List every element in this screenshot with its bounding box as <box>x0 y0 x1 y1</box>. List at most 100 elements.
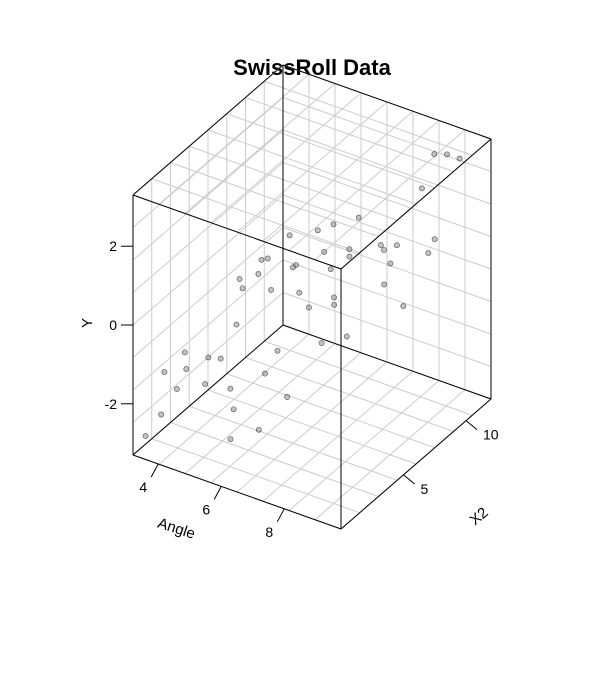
data-point <box>217 355 224 362</box>
data-point <box>431 151 438 158</box>
data-point <box>327 266 334 273</box>
z-axis-label: Y <box>79 318 96 328</box>
x-axis-tick <box>276 508 285 523</box>
data-point <box>377 242 384 249</box>
points-layer <box>142 151 463 443</box>
frame-back <box>132 65 492 456</box>
data-point <box>456 155 463 162</box>
data-point <box>381 281 388 288</box>
data-point <box>236 275 243 282</box>
data-point <box>305 304 312 311</box>
y-tick-label: 10 <box>483 427 499 443</box>
data-point <box>400 303 407 310</box>
grid-line-floor <box>245 357 454 432</box>
x-tick-label: 8 <box>265 524 273 540</box>
grid-line-wall <box>282 129 492 205</box>
data-point <box>255 271 262 277</box>
grid-line-wall <box>282 97 492 172</box>
grid-line-ceiling <box>288 120 440 251</box>
x-tick-label: 4 <box>139 479 147 495</box>
data-point <box>393 242 400 249</box>
grid-line-ceiling <box>207 129 417 205</box>
x-axis-label: Angle <box>156 515 198 543</box>
box-edge <box>132 454 342 530</box>
grid-line-ceiling <box>262 110 414 242</box>
frame-front <box>132 64 492 530</box>
data-point <box>346 246 353 253</box>
grid-line-ceiling <box>314 129 466 261</box>
ticks-layer: 4 6 8 5 10 -2 0 2 <box>105 238 499 540</box>
data-point <box>183 366 190 372</box>
data-point <box>321 248 328 255</box>
grid-line-floor <box>262 370 414 502</box>
grid-line-floor <box>226 373 435 449</box>
data-point <box>258 256 265 263</box>
box-edge <box>132 194 342 270</box>
data-point <box>239 285 246 292</box>
y-tick-label: 5 <box>421 481 429 497</box>
data-point <box>318 340 325 346</box>
data-point <box>387 260 394 267</box>
data-point <box>286 232 293 239</box>
data-point <box>173 386 180 393</box>
grid-line-wall <box>132 97 284 228</box>
data-point <box>274 347 281 354</box>
data-point <box>262 370 268 377</box>
grid-line-wall <box>132 129 284 261</box>
z-tick-label: 0 <box>109 317 117 333</box>
grid-line-wall <box>132 194 284 326</box>
box-edge <box>340 138 492 270</box>
data-point <box>343 333 350 340</box>
box-edge <box>282 64 492 140</box>
grid-line-floor <box>207 389 417 465</box>
x-axis-tick <box>213 486 222 500</box>
data-point <box>331 294 337 301</box>
data-point <box>158 411 165 418</box>
data-point <box>264 255 271 262</box>
x-tick-label: 6 <box>202 501 210 517</box>
box-edge <box>132 324 284 456</box>
data-point <box>181 349 188 356</box>
grid-line-floor <box>314 389 466 521</box>
data-point <box>233 321 240 328</box>
data-point <box>161 369 168 376</box>
grid-line-ceiling <box>264 80 473 156</box>
data-point <box>227 385 234 392</box>
grid-line-floor <box>288 380 440 511</box>
data-point <box>289 264 296 271</box>
data-point <box>202 381 209 388</box>
data-point <box>296 289 303 296</box>
data-point <box>227 436 234 443</box>
data-point <box>230 406 237 413</box>
z-tick-label: 2 <box>109 238 117 254</box>
data-point <box>331 301 338 308</box>
data-point <box>346 253 353 260</box>
grid-line-ceiling <box>226 113 435 189</box>
data-point <box>431 236 438 243</box>
data-point <box>268 286 275 293</box>
data-point <box>255 426 262 433</box>
data-point <box>444 151 450 158</box>
y-axis-tick <box>403 474 415 485</box>
grid-line-wall <box>282 162 492 237</box>
box-edge <box>132 64 284 196</box>
data-point <box>205 354 212 361</box>
box-edge <box>282 324 492 400</box>
data-point <box>418 185 425 192</box>
data-point <box>314 227 321 234</box>
chart-title: SwissRoll Data <box>233 55 391 80</box>
z-tick-label: -2 <box>105 396 118 412</box>
data-point <box>425 250 432 257</box>
grid-line-ceiling <box>245 97 454 172</box>
grid-layer <box>132 64 492 530</box>
data-point <box>381 246 387 253</box>
y-axis-tick <box>465 420 478 431</box>
grid-line-wall <box>282 194 492 270</box>
data-point <box>142 433 149 440</box>
grid-line-floor <box>264 340 473 416</box>
data-point <box>355 214 362 221</box>
x-axis-tick <box>150 463 159 478</box>
data-point <box>284 394 291 400</box>
